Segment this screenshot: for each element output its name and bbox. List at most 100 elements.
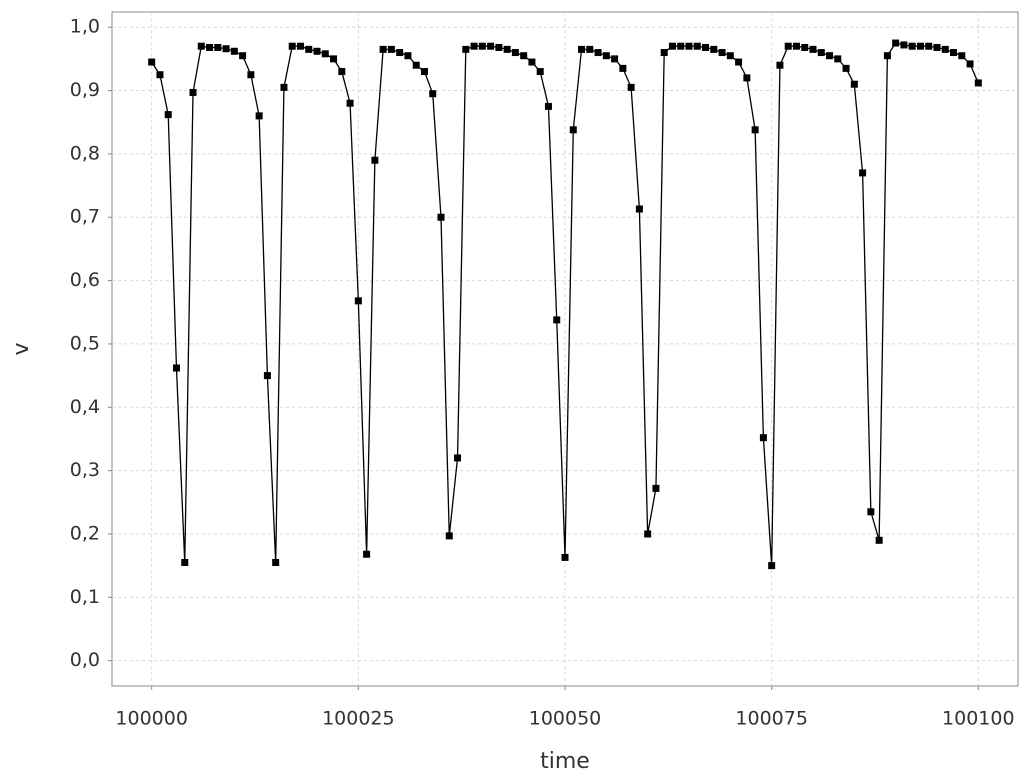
data-point bbox=[239, 52, 247, 60]
y-tick-label: 0,8 bbox=[70, 142, 100, 164]
data-point bbox=[305, 45, 313, 53]
data-point bbox=[404, 52, 412, 60]
data-point bbox=[817, 49, 825, 57]
data-point bbox=[859, 169, 867, 177]
data-point bbox=[363, 550, 371, 558]
data-point bbox=[437, 213, 445, 221]
data-point bbox=[602, 52, 610, 60]
data-point bbox=[801, 43, 809, 51]
y-tick-label: 0,6 bbox=[70, 269, 100, 291]
data-point bbox=[561, 553, 569, 561]
data-point bbox=[255, 112, 263, 120]
data-point bbox=[197, 42, 205, 50]
y-tick-label: 0,4 bbox=[70, 396, 100, 418]
data-point bbox=[900, 41, 908, 49]
data-point bbox=[503, 45, 511, 53]
data-point bbox=[420, 68, 428, 76]
data-point bbox=[172, 364, 180, 372]
data-point bbox=[387, 45, 395, 53]
data-point bbox=[784, 42, 792, 50]
data-point bbox=[371, 156, 379, 164]
data-point bbox=[528, 58, 536, 66]
data-point bbox=[594, 49, 602, 57]
data-point bbox=[206, 43, 214, 51]
data-point bbox=[222, 45, 230, 53]
data-point bbox=[495, 43, 503, 51]
data-point bbox=[511, 49, 519, 57]
data-point bbox=[346, 99, 354, 107]
data-point bbox=[652, 484, 660, 492]
data-point bbox=[743, 74, 751, 82]
data-point bbox=[189, 88, 197, 96]
y-tick-label: 0,0 bbox=[70, 649, 100, 671]
data-point bbox=[759, 434, 767, 442]
data-point bbox=[354, 297, 362, 305]
y-tick-label: 0,3 bbox=[70, 459, 100, 481]
data-point bbox=[883, 52, 891, 60]
y-tick-label: 0,1 bbox=[70, 586, 100, 608]
data-point bbox=[578, 45, 586, 53]
data-point bbox=[842, 64, 850, 72]
data-point bbox=[536, 68, 544, 76]
data-point bbox=[710, 45, 718, 53]
y-axis-label: v bbox=[9, 342, 34, 355]
data-point bbox=[974, 79, 982, 87]
data-point bbox=[586, 45, 594, 53]
data-point bbox=[875, 536, 883, 544]
x-tick-label: 100075 bbox=[735, 708, 808, 730]
data-point bbox=[569, 126, 577, 134]
data-point bbox=[660, 49, 668, 57]
data-point bbox=[916, 42, 924, 50]
data-point bbox=[726, 52, 734, 60]
data-point bbox=[520, 52, 528, 60]
data-point bbox=[627, 83, 635, 91]
data-point bbox=[164, 111, 172, 119]
data-point bbox=[776, 61, 784, 69]
data-point bbox=[619, 64, 627, 72]
y-tick-label: 0,2 bbox=[70, 522, 100, 544]
data-point bbox=[950, 49, 958, 57]
data-point bbox=[330, 55, 338, 63]
data-point bbox=[677, 42, 685, 50]
data-point bbox=[296, 42, 304, 50]
y-tick-label: 0,7 bbox=[70, 206, 100, 228]
data-point bbox=[925, 42, 933, 50]
data-point bbox=[338, 68, 346, 76]
data-point bbox=[966, 60, 974, 68]
data-point bbox=[214, 43, 222, 51]
data-point bbox=[321, 50, 329, 58]
data-point bbox=[685, 42, 693, 50]
data-point bbox=[644, 530, 652, 538]
data-point bbox=[718, 49, 726, 57]
data-point bbox=[958, 52, 966, 60]
data-point bbox=[280, 83, 288, 91]
data-point bbox=[635, 205, 643, 213]
data-point bbox=[850, 80, 858, 88]
data-point bbox=[668, 42, 676, 50]
data-point bbox=[544, 102, 552, 110]
y-tick-label: 1,0 bbox=[70, 16, 100, 38]
x-tick-label: 100100 bbox=[942, 708, 1015, 730]
data-point bbox=[867, 508, 875, 516]
data-point bbox=[768, 562, 776, 570]
data-point bbox=[693, 42, 701, 50]
data-point bbox=[735, 58, 743, 66]
data-point bbox=[156, 71, 164, 79]
y-tick-label: 0,5 bbox=[70, 332, 100, 354]
data-point bbox=[892, 39, 900, 47]
data-point bbox=[379, 45, 387, 53]
data-point bbox=[247, 71, 255, 79]
x-tick-label: 100025 bbox=[322, 708, 395, 730]
data-point bbox=[445, 532, 453, 540]
data-point bbox=[809, 45, 817, 53]
data-point bbox=[263, 372, 271, 380]
data-point bbox=[230, 47, 238, 55]
data-point bbox=[487, 42, 495, 50]
data-point bbox=[272, 558, 280, 566]
data-point bbox=[834, 55, 842, 63]
data-point bbox=[412, 61, 420, 69]
data-point bbox=[454, 454, 462, 462]
x-tick-label: 100000 bbox=[115, 708, 188, 730]
data-point bbox=[941, 45, 949, 53]
data-point bbox=[462, 45, 470, 53]
